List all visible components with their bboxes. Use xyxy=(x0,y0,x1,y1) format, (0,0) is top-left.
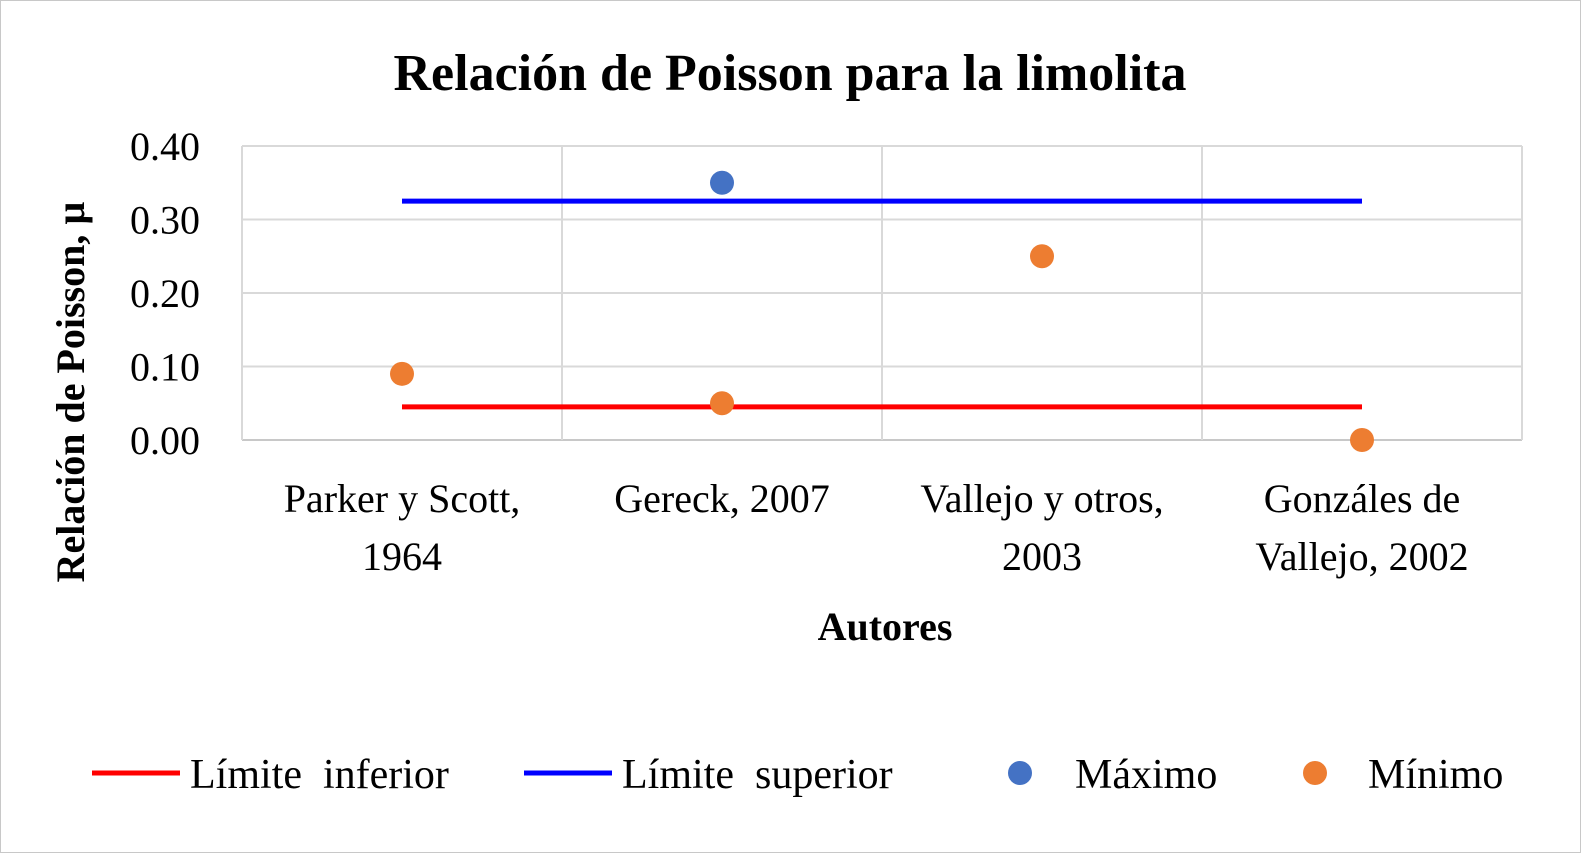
x-tick-label: 1964 xyxy=(362,534,442,579)
reference-lines xyxy=(402,198,1362,410)
x-tick-label: Vallejo y otros, xyxy=(920,476,1163,521)
x-tick-label: Parker y Scott, xyxy=(284,476,521,521)
y-tick-label: 0.10 xyxy=(130,345,200,390)
maximo-point xyxy=(710,170,734,195)
x-tick-label: Gonzáles de xyxy=(1264,476,1461,521)
x-tick-label: Gereck, 2007 xyxy=(614,476,829,521)
legend-upper-limit-label: Límite superior xyxy=(622,752,893,798)
grid xyxy=(241,145,1523,441)
x-tick-label: Vallejo, 2002 xyxy=(1255,534,1468,579)
y-tick-label: 0.00 xyxy=(130,418,200,463)
legend: Límite inferior Límite superior Máximo Míni… xyxy=(92,752,1503,798)
minimo-point xyxy=(1350,428,1374,452)
minimo-point xyxy=(1030,244,1054,269)
legend-minimo-swatch xyxy=(1303,761,1327,785)
legend-maximo-label: Máximo xyxy=(1075,752,1217,798)
legend-lower-limit-label: Límite inferior xyxy=(190,752,449,798)
y-tick-label: 0.30 xyxy=(130,198,200,243)
data-points xyxy=(390,170,1374,452)
minimo-point xyxy=(710,391,734,416)
y-tick-label: 0.20 xyxy=(130,271,200,316)
y-axis-title: Relación de Poisson, µ xyxy=(48,202,93,583)
legend-minimo-label: Mínimo xyxy=(1368,752,1503,798)
x-axis-title: Autores xyxy=(818,604,953,649)
legend-maximo-swatch xyxy=(1008,761,1032,785)
x-tick-labels: Parker y Scott, 1964 Gereck, 2007 Vallejo y… xyxy=(284,476,1469,579)
y-tick-labels: 0.00 0.10 0.20 0.30 0.40 xyxy=(130,124,200,463)
chart-title: Relación de Poisson para la limolita xyxy=(394,45,1187,102)
minimo-point xyxy=(390,361,414,386)
x-tick-label: 2003 xyxy=(1002,534,1082,579)
y-tick-label: 0.40 xyxy=(130,124,200,169)
